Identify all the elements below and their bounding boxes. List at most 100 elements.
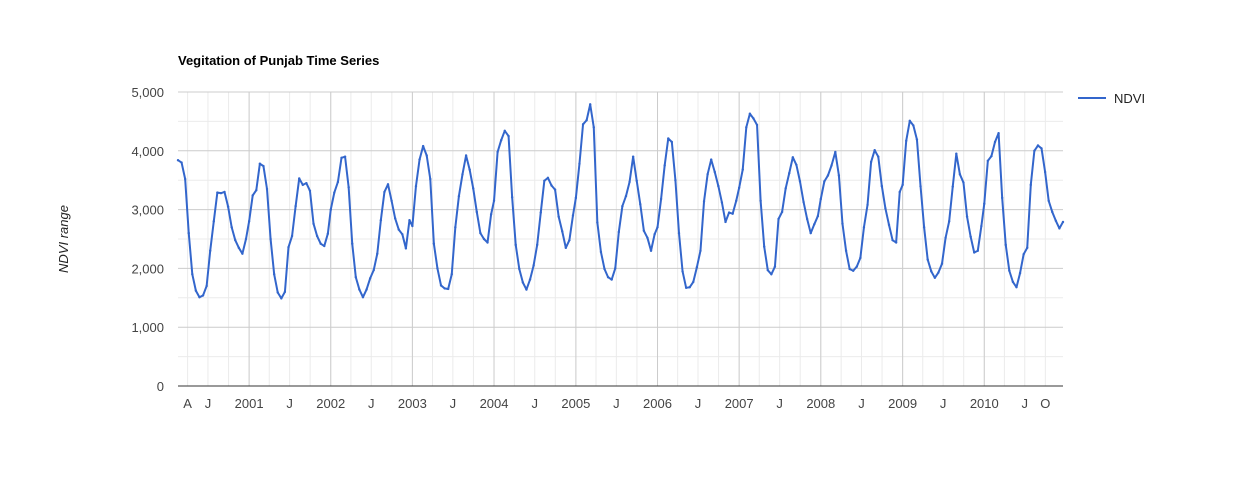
data-point[interactable] <box>880 184 884 188</box>
data-point[interactable] <box>1022 253 1025 256</box>
data-point[interactable] <box>219 191 223 195</box>
data-point[interactable] <box>191 273 194 276</box>
data-point[interactable] <box>795 163 798 167</box>
data-point[interactable] <box>891 238 894 242</box>
data-point[interactable] <box>940 262 944 265</box>
data-point[interactable] <box>489 213 493 216</box>
data-point[interactable] <box>315 234 319 238</box>
data-point[interactable] <box>443 287 446 290</box>
data-point[interactable] <box>528 278 532 281</box>
data-point[interactable] <box>258 162 262 165</box>
data-point[interactable] <box>688 286 691 289</box>
data-point[interactable] <box>724 220 727 224</box>
data-point[interactable] <box>301 183 304 187</box>
data-point[interactable] <box>244 237 248 241</box>
data-point[interactable] <box>418 158 421 161</box>
data-point[interactable] <box>499 139 503 142</box>
data-point[interactable] <box>1000 196 1004 200</box>
data-point[interactable] <box>596 221 599 224</box>
data-point[interactable] <box>436 267 439 270</box>
data-point[interactable] <box>425 154 428 157</box>
data-point[interactable] <box>543 179 546 182</box>
data-point[interactable] <box>294 204 297 208</box>
data-point[interactable] <box>717 184 720 188</box>
data-point[interactable] <box>187 231 190 235</box>
data-point[interactable] <box>841 222 844 225</box>
data-point[interactable] <box>898 190 901 194</box>
data-point[interactable] <box>684 286 688 289</box>
data-point[interactable] <box>773 265 777 268</box>
data-point[interactable] <box>887 223 891 227</box>
data-point[interactable] <box>777 217 780 221</box>
data-point[interactable] <box>848 267 851 271</box>
data-point[interactable] <box>439 284 443 287</box>
data-point[interactable] <box>568 238 571 242</box>
data-point[interactable] <box>802 200 805 204</box>
data-point[interactable] <box>461 173 464 176</box>
data-point[interactable] <box>908 119 911 123</box>
data-point[interactable] <box>592 126 595 129</box>
data-point[interactable] <box>791 156 795 159</box>
data-point[interactable] <box>877 155 880 158</box>
data-point[interactable] <box>319 242 322 245</box>
data-point[interactable] <box>581 123 585 126</box>
data-point[interactable] <box>336 180 340 184</box>
data-point[interactable] <box>930 270 933 273</box>
data-point[interactable] <box>521 281 525 284</box>
data-point[interactable] <box>539 211 542 214</box>
data-point[interactable] <box>990 154 993 158</box>
data-point[interactable] <box>702 200 706 203</box>
data-point[interactable] <box>429 177 432 181</box>
data-point[interactable] <box>479 231 482 235</box>
data-point[interactable] <box>308 189 312 192</box>
data-point[interactable] <box>628 180 631 184</box>
data-point[interactable] <box>695 266 699 269</box>
data-point[interactable] <box>432 242 436 245</box>
data-point[interactable] <box>454 226 457 229</box>
data-point[interactable] <box>588 103 592 106</box>
data-point[interactable] <box>873 149 876 152</box>
data-point[interactable] <box>351 242 354 245</box>
data-point[interactable] <box>735 199 738 202</box>
data-point[interactable] <box>944 236 947 240</box>
data-point[interactable] <box>585 119 588 122</box>
data-point[interactable] <box>692 280 695 284</box>
data-point[interactable] <box>656 226 659 229</box>
data-point[interactable] <box>354 276 358 279</box>
data-point[interactable] <box>603 267 606 271</box>
data-point[interactable] <box>326 232 330 235</box>
data-point[interactable] <box>766 268 769 272</box>
data-point[interactable] <box>557 215 560 218</box>
data-point[interactable] <box>720 201 724 204</box>
data-point[interactable] <box>358 288 361 291</box>
data-point[interactable] <box>1051 210 1054 214</box>
data-point[interactable] <box>383 190 386 194</box>
data-point[interactable] <box>475 210 478 214</box>
data-point[interactable] <box>947 220 951 223</box>
data-point[interactable] <box>709 158 713 161</box>
data-point[interactable] <box>255 189 258 192</box>
data-point[interactable] <box>571 214 575 217</box>
data-point[interactable] <box>677 231 681 235</box>
data-point[interactable] <box>401 233 404 236</box>
data-point[interactable] <box>421 144 425 148</box>
data-point[interactable] <box>830 164 833 167</box>
data-point[interactable] <box>376 252 379 255</box>
data-point[interactable] <box>809 231 812 235</box>
data-point[interactable] <box>1008 269 1011 272</box>
data-point[interactable] <box>784 187 787 190</box>
data-point[interactable] <box>180 161 183 164</box>
data-point[interactable] <box>905 139 908 142</box>
data-point[interactable] <box>372 268 375 272</box>
data-point[interactable] <box>955 152 958 155</box>
data-point[interactable] <box>347 186 350 189</box>
data-point[interactable] <box>492 199 496 202</box>
data-point[interactable] <box>617 230 621 234</box>
data-point[interactable] <box>404 247 408 250</box>
data-point[interactable] <box>247 220 251 223</box>
data-point[interactable] <box>272 273 276 276</box>
data-point[interactable] <box>1047 199 1050 202</box>
data-point[interactable] <box>1004 243 1007 247</box>
data-point[interactable] <box>759 199 762 202</box>
data-point[interactable] <box>737 186 741 190</box>
